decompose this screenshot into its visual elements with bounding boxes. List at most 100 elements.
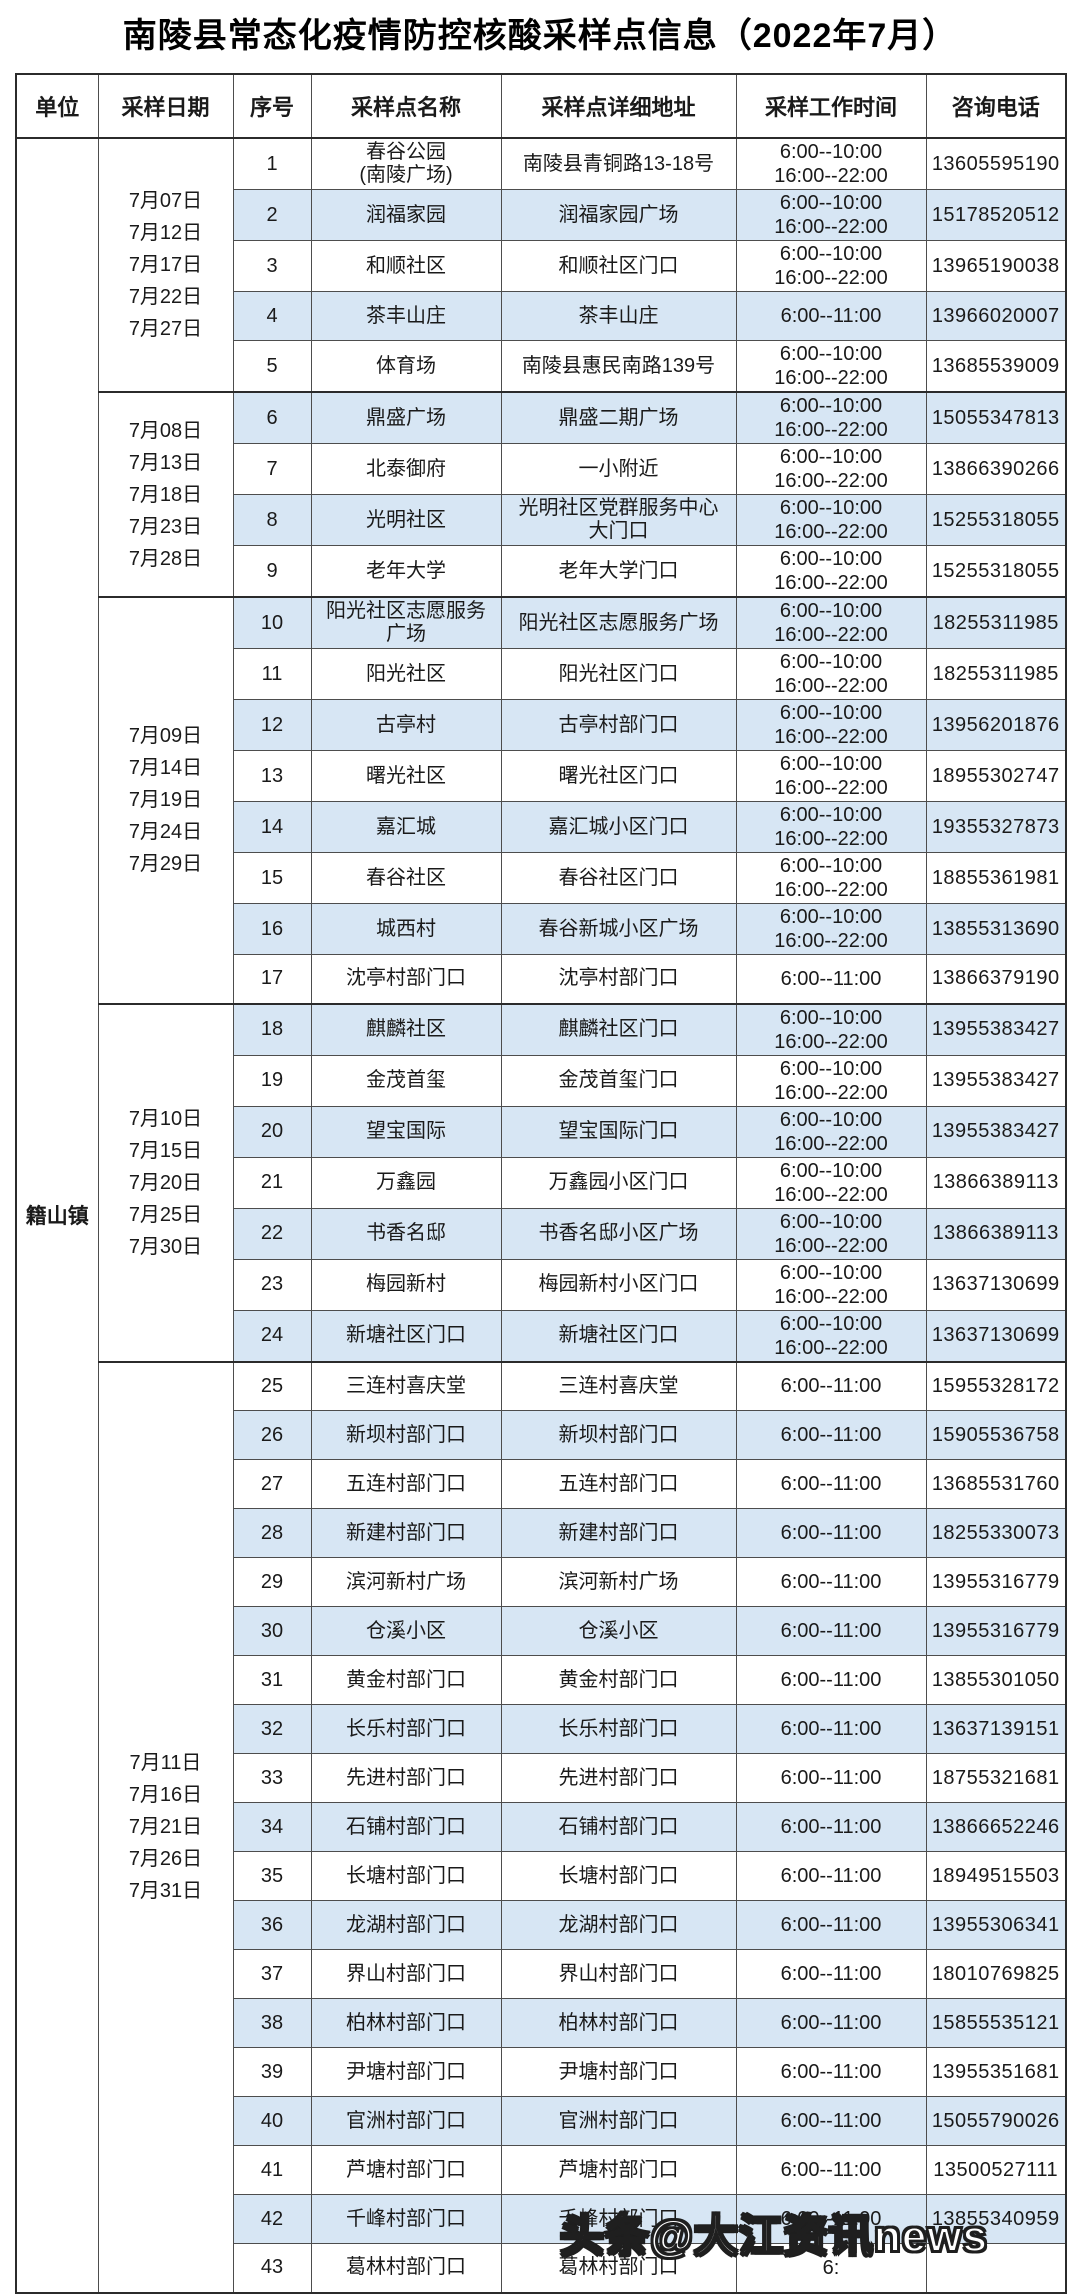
cell-address: 长塘村部门口	[500, 1851, 737, 1901]
cell-time: 6:00--10:00 16:00--22:00	[735, 340, 927, 393]
table-row: 34 石铺村部门口 石铺村部门口 6:00--11:00 13866652246	[16, 1802, 1067, 1852]
cell-time: 6:00--10:00 16:00--22:00	[735, 443, 927, 495]
cell-time: 6:00--11:00	[735, 954, 927, 1004]
cell-name: 阳光社区	[310, 648, 502, 700]
cell-address: 五连村部门口	[500, 1459, 737, 1509]
table-row: 7月08日 7月13日 7月18日 7月23日 7月28日 6 鼎盛广场 鼎盛二期广场…	[16, 391, 1067, 598]
cell-name: 龙湖村部门口	[310, 1900, 502, 1950]
cell-name: 老年大学	[310, 545, 502, 598]
cell-no: 24	[232, 1309, 312, 1362]
table-row: 13 曙光社区 曙光社区门口 6:00--10:00 16:00--22:00 1895…	[16, 750, 1067, 802]
cell-phone: 15905536758	[925, 1410, 1067, 1460]
cell-no: 25	[232, 1360, 312, 1411]
table-row: 8 光明社区 光明社区党群服务中心 大门口 6:00--10:00 16:00--22…	[16, 494, 1067, 546]
cell-no: 38	[232, 1998, 312, 2048]
cell-phone: 13866652246	[925, 1802, 1067, 1852]
page-title: 南陵县常态化疫情防控核酸采样点信息（2022年7月）	[122, 17, 958, 55]
cell-time: 6:00--10:00 16:00--22:00	[735, 189, 927, 241]
cell-time: 6:00--10:00 16:00--22:00	[735, 545, 927, 598]
cell-no: 39	[232, 2047, 312, 2097]
table-row: 5 体育场 南陵县惠民南路139号 6:00--10:00 16:00--22:00 1…	[16, 340, 1067, 393]
cell-address: 金茂首玺门口	[500, 1054, 737, 1107]
cell-no: 12	[232, 699, 312, 751]
cell-time: 6:00--11:00	[735, 1557, 927, 1607]
table-row: 32 长乐村部门口 长乐村部门口 6:00--11:00 13637139151	[16, 1704, 1067, 1754]
cell-time: 6:00--10:00 16:00--22:00	[735, 494, 927, 546]
cell-phone: 13500527111	[925, 2145, 1067, 2195]
cell-time: 6:00--11:00	[735, 1459, 927, 1509]
cell-name: 千峰村部门口	[310, 2194, 502, 2244]
cell-address: 老年大学门口	[500, 545, 737, 598]
cell-phone: 13966020007	[925, 291, 1067, 341]
cell-no: 21	[232, 1156, 312, 1209]
cell-no: 36	[232, 1900, 312, 1950]
header-unit: 单位	[15, 73, 99, 139]
cell-phone: 18255311985	[925, 596, 1067, 649]
cell-address: 仓溪小区	[500, 1606, 737, 1656]
header-date: 采样日期	[97, 73, 234, 139]
cell-no: 22	[232, 1207, 312, 1260]
cell-phone: 13637130699	[925, 1258, 1067, 1311]
cell-name: 体育场	[310, 340, 502, 393]
cell-name: 石铺村部门口	[310, 1802, 502, 1852]
cell-time: 6:00--11:00	[735, 1410, 927, 1460]
cell-no: 23	[232, 1258, 312, 1311]
cell-phone: 13637130699	[925, 1309, 1067, 1362]
cell-address: 官洲村部门口	[500, 2096, 737, 2146]
cell-name: 茶丰山庄	[310, 291, 502, 341]
cell-phone: 18010769825	[925, 1949, 1067, 1999]
cell-time: 6:00--10:00 16:00--22:00	[735, 750, 927, 802]
cell-no: 18	[232, 1002, 312, 1056]
cell-phone: 18255311985	[925, 648, 1067, 700]
cell-time: 6:00--10:00 16:00--22:00	[735, 1054, 927, 1107]
cell-no: 15	[232, 852, 312, 904]
cell-name: 新塘社区门口	[310, 1309, 502, 1362]
cell-no: 3	[232, 240, 312, 292]
cell-phone: 13955306341	[925, 1900, 1067, 1950]
unit-cell: 籍山镇	[15, 137, 99, 2293]
table-row: 7 北泰御府 一小附近 6:00--10:00 16:00--22:00 1386639…	[16, 443, 1067, 495]
date-group-cell: 7月10日 7月15日 7月20日 7月25日 7月30日	[97, 1002, 234, 1362]
cell-phone: 13866390266	[925, 443, 1067, 495]
cell-time: 6:00--11:00	[735, 2096, 927, 2146]
cell-no: 13	[232, 750, 312, 802]
table-row: 7月10日 7月15日 7月20日 7月25日 7月30日 18 麒麟社区 麒麟社区门…	[16, 1002, 1067, 1362]
cell-address: 书香名邸小区广场	[500, 1207, 737, 1260]
cell-phone: 13955351681	[925, 2047, 1067, 2097]
cell-address: 千峰村部门口	[500, 2194, 737, 2244]
cell-phone: 15955328172	[925, 1360, 1067, 1411]
cell-address: 春谷新城小区广场	[500, 903, 737, 955]
cell-time: 6:00--10:00 16:00--22:00	[735, 1258, 927, 1311]
cell-address: 南陵县青铜路13-18号	[500, 137, 737, 190]
cell-time: 6:00--10:00 16:00--22:00	[735, 137, 927, 190]
cell-no: 42	[232, 2194, 312, 2244]
table-row: 7月09日 7月14日 7月19日 7月24日 7月29日 10 阳光社区志愿服务 …	[16, 596, 1067, 1004]
cell-address: 万鑫园小区门口	[500, 1156, 737, 1209]
table-row: 24 新塘社区门口 新塘社区门口 6:00--10:00 16:00--22:00 13…	[16, 1309, 1067, 1362]
cell-phone: 13855313690	[925, 903, 1067, 955]
table-row: 9 老年大学 老年大学门口 6:00--10:00 16:00--22:00 15255…	[16, 545, 1067, 598]
cell-name: 梅园新村	[310, 1258, 502, 1311]
cell-time: 6:00--10:00 16:00--22:00	[735, 1207, 927, 1260]
date-group-cell: 7月11日 7月16日 7月21日 7月26日 7月31日	[97, 1360, 234, 2293]
cell-name: 官洲村部门口	[310, 2096, 502, 2146]
cell-address: 阳光社区门口	[500, 648, 737, 700]
cell-phone: 13955316779	[925, 1557, 1067, 1607]
table-row: 12 古亭村 古亭村部门口 6:00--10:00 16:00--22:00 13956…	[16, 699, 1067, 751]
cell-phone: 13605595190	[925, 137, 1067, 190]
table-row: 19 金茂首玺 金茂首玺门口 6:00--10:00 16:00--22:00 1395…	[16, 1054, 1067, 1107]
cell-phone: 13685539009	[925, 340, 1067, 393]
cell-address: 先进村部门口	[500, 1753, 737, 1803]
cell-name: 春谷公园 (南陵广场)	[310, 137, 502, 190]
cell-time: 6:00--11:00	[735, 1704, 927, 1754]
table-row: 17 沈亭村部门口 沈亭村部门口 6:00--11:00 13866379190	[16, 954, 1067, 1004]
cell-no: 17	[232, 954, 312, 1004]
cell-phone: 13637139151	[925, 1704, 1067, 1754]
cell-name: 长乐村部门口	[310, 1704, 502, 1754]
cell-time: 6:00--11:00	[735, 1360, 927, 1411]
cell-time: 6:00--10:00 16:00--22:00	[735, 1156, 927, 1209]
cell-phone: 13866389113	[925, 1207, 1067, 1260]
cell-name: 柏林村部门口	[310, 1998, 502, 2048]
cell-time: 6:00--11:00	[735, 2145, 927, 2195]
cell-no: 6	[232, 391, 312, 444]
